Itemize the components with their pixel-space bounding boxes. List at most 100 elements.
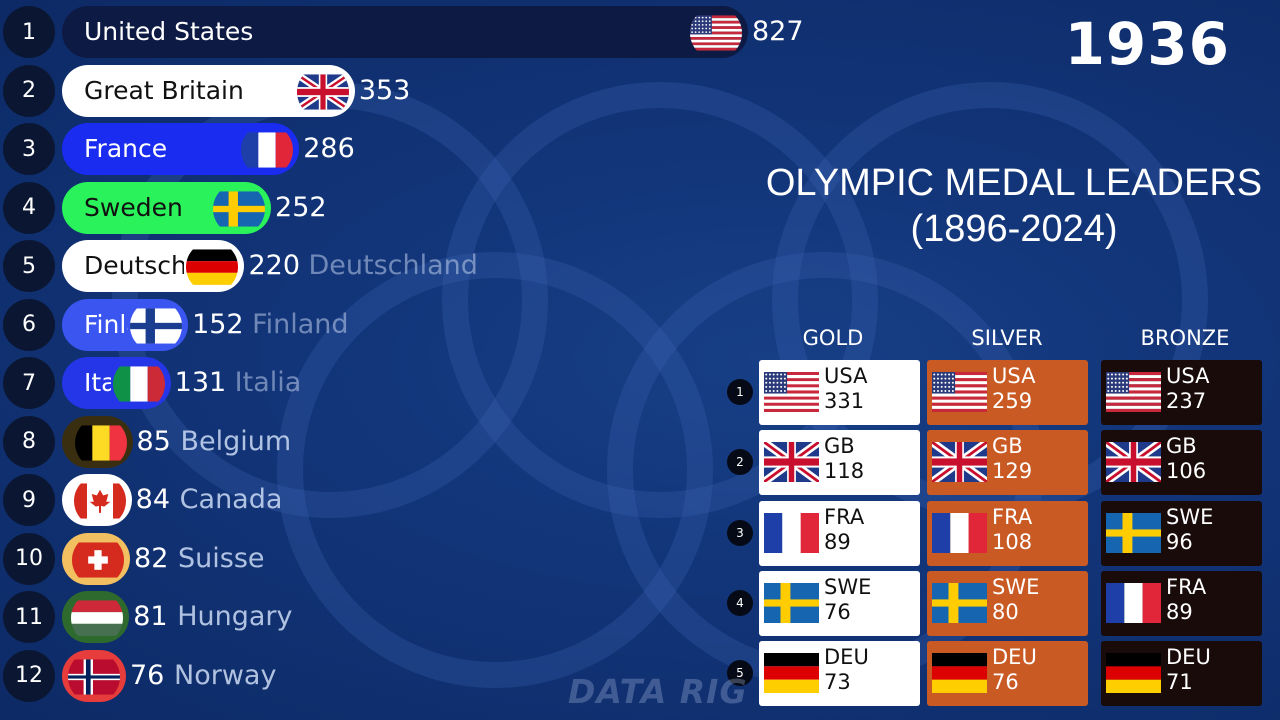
bar-value: 252 (275, 191, 327, 223)
flag-icon (690, 7, 742, 59)
country-code: FRA (992, 504, 1033, 529)
medal-count: 89 (1166, 599, 1193, 624)
bronze-header: BRONZE (1140, 326, 1230, 350)
medal-rank: 3 (727, 519, 753, 546)
rank-badge: 12 (3, 649, 55, 702)
silver-header: SILVER (971, 326, 1043, 350)
country-code: USA (824, 364, 868, 388)
flag-deu-icon (932, 653, 987, 694)
rank-badge: 4 (3, 181, 55, 234)
flag-gbr-icon (1103, 439, 1164, 486)
flag-swe-icon (1106, 512, 1161, 553)
country-code: DEU (824, 645, 869, 670)
medal-count: 108 (992, 529, 1033, 554)
gold-cell: FRA 89 (759, 500, 920, 566)
bar-value: 82 (134, 542, 169, 574)
rank-badge: 9 (3, 474, 55, 526)
rank-badge: 11 (3, 591, 55, 643)
flag-deu-icon (186, 249, 239, 285)
bar-value: 85 (136, 425, 171, 457)
medal-count: 259 (992, 389, 1033, 413)
bar-chart-race: 1 United States 827 2 Great Britain 353 3 Fran… (0, 4, 804, 702)
rank-badge: 6 (3, 298, 55, 351)
bronze-cell: FRA 89 (1101, 570, 1262, 636)
bar-row: 10 82 Suisse (0, 531, 760, 585)
medal-rank: 1 (727, 379, 753, 405)
flag-icon (71, 592, 124, 644)
silver-cell: USA 259 (927, 360, 1088, 425)
medal-count: 80 (992, 599, 1019, 624)
flag-icon (72, 534, 125, 586)
bar-label: Italia (84, 368, 111, 397)
bar-value: 353 (358, 74, 411, 106)
medal-count: 331 (824, 389, 865, 413)
bar-row: 1 United States 827 (0, 4, 804, 59)
country-code: GB (824, 434, 855, 459)
medal-count: 71 (1166, 670, 1193, 695)
gold-cell: SWE 76 (759, 570, 920, 636)
flag-fra-icon (932, 512, 988, 553)
medal-rank: 4 (727, 589, 753, 616)
bar-country-name: Belgium (180, 425, 292, 457)
bronze-cell: DEU 71 (1101, 641, 1262, 707)
rank-badge: 5 (3, 240, 55, 292)
flag-can-icon (73, 483, 126, 519)
flag-fra-icon (1106, 582, 1162, 623)
chart-title-line2: (1896-2024) (910, 208, 1118, 250)
gold-cell: USA 331 (759, 360, 920, 425)
bar-label: Great Britain (84, 75, 244, 105)
country-code: FRA (1166, 574, 1207, 599)
flag-icon (241, 124, 294, 176)
country-code: FRA (824, 504, 865, 529)
rank-badge: 10 (3, 532, 55, 585)
flag-icon (73, 475, 126, 527)
flag-fra-icon (764, 512, 820, 553)
medal-count: 76 (992, 670, 1019, 695)
country-code: SWE (824, 574, 872, 599)
year-label: 1936 (1064, 10, 1230, 78)
flag-fin-icon (130, 307, 183, 344)
rank-badge: 8 (3, 415, 55, 468)
flag-deu-icon (764, 653, 819, 694)
flag-icon (112, 358, 165, 410)
bar-row: 11 81 Hungary (0, 589, 760, 643)
medal-count: 96 (1166, 529, 1193, 554)
flag-swe-icon (213, 190, 266, 227)
bar-row: 12 76 Norway (0, 648, 760, 702)
bar-value: 827 (752, 16, 804, 47)
flag-usa-icon (690, 15, 742, 51)
bar-row: 7Italia131Italia (0, 355, 760, 409)
bar-row: 2 Great Britain 353 (0, 63, 760, 117)
rank-badge: 3 (3, 123, 55, 175)
flag-usa-icon (1106, 372, 1161, 412)
flag-icon (130, 300, 183, 352)
medal-count: 118 (824, 459, 865, 484)
bar-country-name: Italia (234, 367, 302, 398)
bar-country-name: Hungary (177, 601, 293, 632)
silver-cell: FRA 108 (927, 500, 1088, 566)
bar-row: 4 Sweden 252 (0, 180, 760, 234)
silver-cell: GB 129 (927, 430, 1088, 496)
bar-row: 8 85 Belgium (0, 414, 760, 468)
gold-cell: GB 118 (759, 430, 920, 496)
bar-country-name: Norway (174, 659, 277, 691)
medal-count: 76 (824, 599, 851, 624)
flag-icon (68, 651, 120, 703)
gold-header: GOLD (802, 326, 864, 350)
flag-swe-icon (932, 582, 987, 623)
watermark: DATA RIG (568, 672, 748, 711)
medal-count: 129 (992, 459, 1033, 484)
country-code: USA (1166, 364, 1210, 388)
silver-cell: SWE 80 (927, 570, 1088, 636)
bar-label: United States (84, 17, 254, 46)
bar-row: 5Deutschland220Deutschland (0, 238, 760, 292)
flag-ita-icon (112, 366, 165, 402)
flag-icon (213, 183, 266, 235)
rank-badge: 2 (3, 64, 55, 117)
bar-country-name: Deutschland (308, 250, 478, 281)
country-code: GB (992, 434, 1023, 459)
bar-row: 3 France 286 (0, 121, 760, 175)
country-code: SWE (1166, 504, 1214, 529)
bar-row: 6Finland152Finland (0, 297, 760, 351)
flag-gbr-icon (296, 71, 349, 112)
